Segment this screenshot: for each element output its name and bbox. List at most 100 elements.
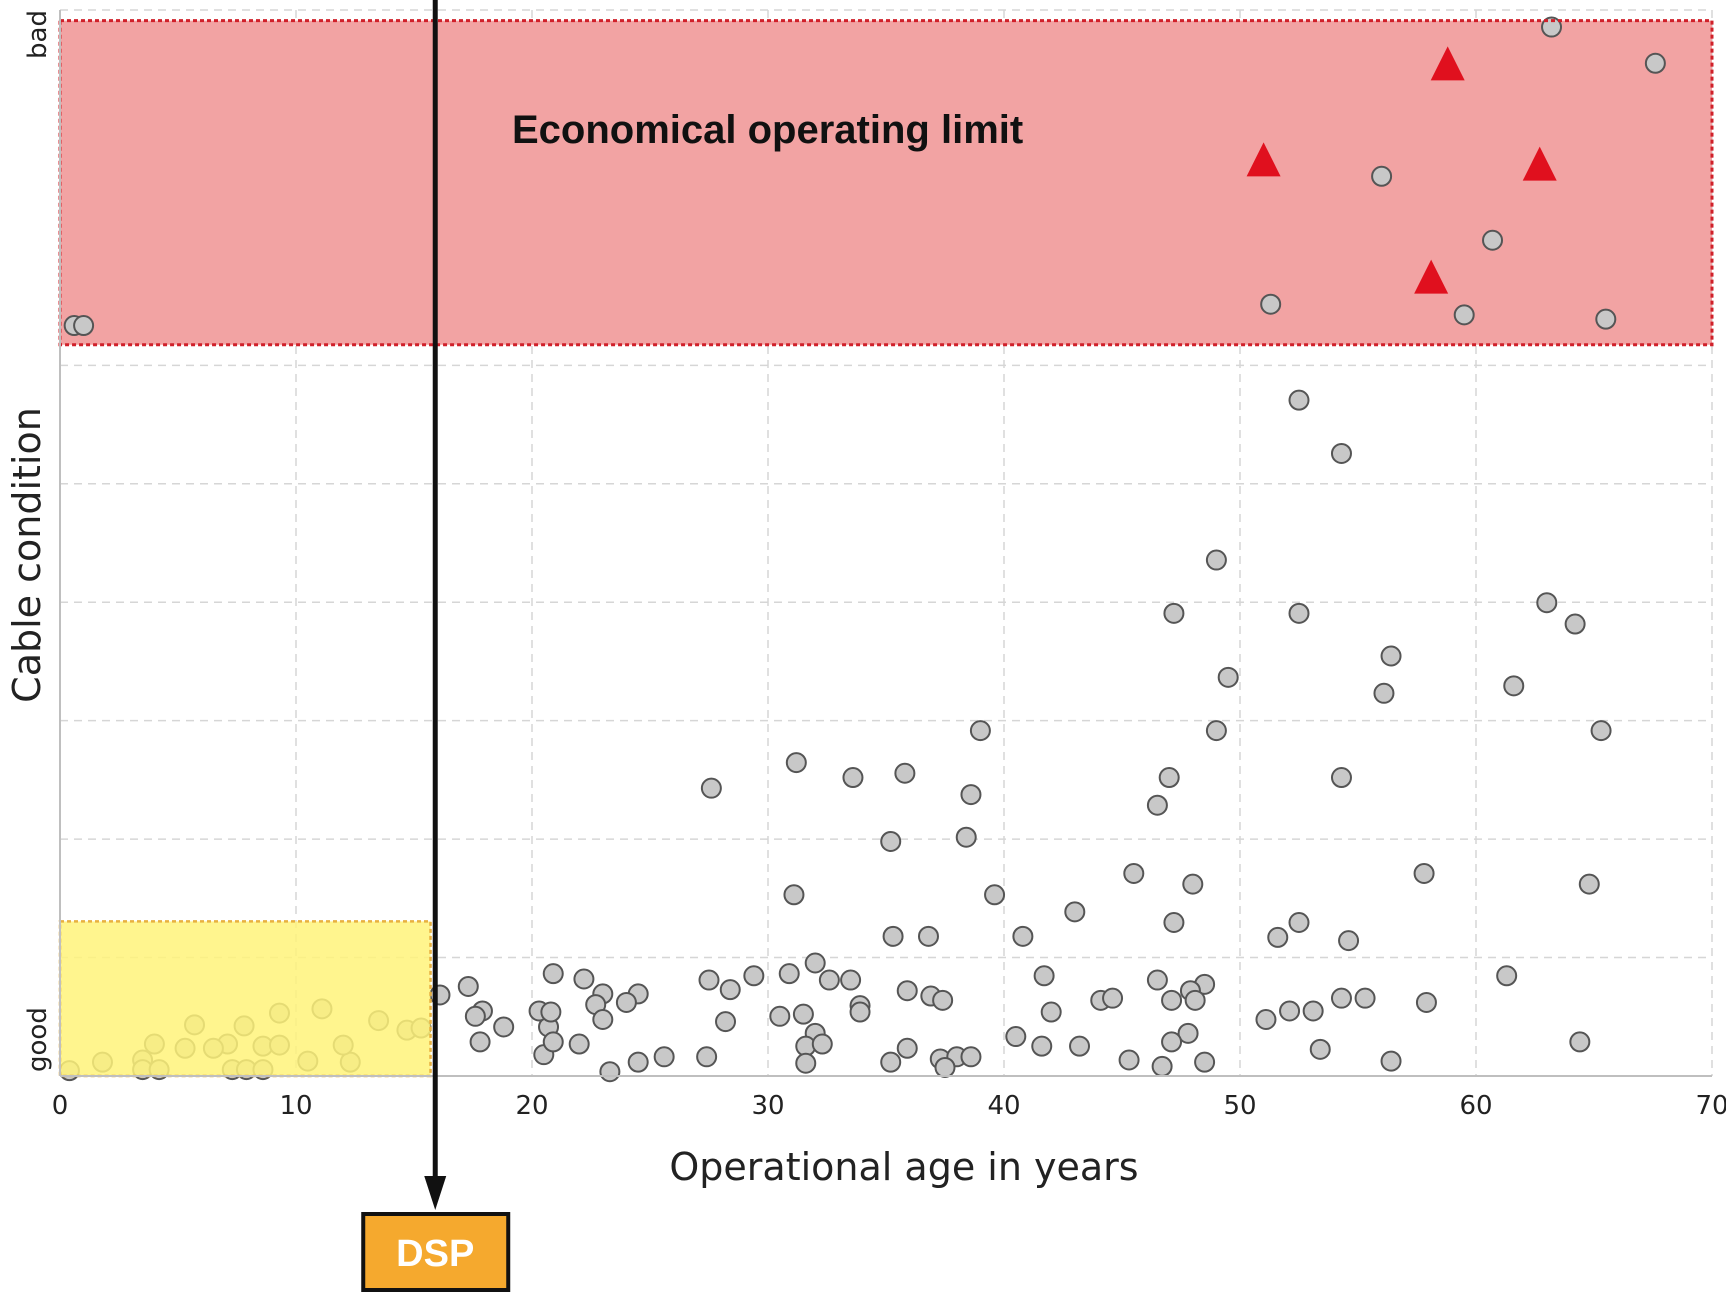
data-point: [592, 1009, 614, 1031]
data-point: [896, 1037, 918, 1059]
x-axis-title: Operational age in years: [669, 1145, 1138, 1189]
data-point: [1031, 1035, 1053, 1057]
data-point: [1288, 602, 1310, 624]
data-point: [1371, 165, 1393, 187]
triangle-marker: [1522, 146, 1557, 181]
data-point: [464, 1005, 486, 1027]
data-point: [1064, 901, 1086, 923]
data-point: [969, 720, 991, 742]
data-point: [542, 1031, 564, 1053]
triangle-marker: [1414, 259, 1449, 294]
data-point: [1161, 989, 1183, 1011]
data-point: [1102, 987, 1124, 1009]
data-point: [1302, 1000, 1324, 1022]
data-point: [698, 969, 720, 991]
data-point: [1380, 1050, 1402, 1072]
data-point: [1255, 1009, 1277, 1031]
data-point: [542, 963, 564, 985]
data-point: [1564, 613, 1586, 635]
data-point: [627, 1051, 649, 1073]
data-point: [1069, 1035, 1091, 1057]
data-point: [818, 969, 840, 991]
data-point: [960, 1046, 982, 1068]
data-point: [1569, 1031, 1591, 1053]
data-point: [1330, 767, 1352, 789]
limit-zone-label: Economical operating limit: [512, 108, 1023, 152]
data-point: [696, 1046, 718, 1068]
data-point: [896, 980, 918, 1002]
data-point: [615, 991, 637, 1013]
data-point: [783, 884, 805, 906]
data-point: [1194, 1051, 1216, 1073]
data-point: [792, 1003, 814, 1025]
data-point: [842, 767, 864, 789]
data-point: [1354, 987, 1376, 1009]
data-point: [1177, 1022, 1199, 1044]
data-point: [743, 965, 765, 987]
data-point: [1373, 682, 1395, 704]
data-point: [1644, 52, 1666, 74]
x-tick-label: 40: [987, 1091, 1020, 1121]
data-point: [932, 989, 954, 1011]
data-point: [1040, 1001, 1062, 1023]
data-point: [1453, 304, 1475, 326]
data-point: [1309, 1038, 1331, 1060]
data-point: [960, 784, 982, 806]
triangle-markers: [1246, 46, 1557, 294]
dsp-arrow-head: [424, 1176, 447, 1210]
data-point: [599, 1061, 621, 1083]
data-point: [715, 1011, 737, 1033]
data-point: [1413, 862, 1435, 884]
data-point: [1260, 293, 1282, 315]
data-point: [769, 1005, 791, 1027]
data-point: [1541, 16, 1563, 38]
data-point: [1330, 442, 1352, 464]
data-point: [849, 1001, 871, 1023]
data-point: [568, 1033, 590, 1055]
data-point: [917, 925, 939, 947]
data-point: [1012, 925, 1034, 947]
dsp-marker: [361, 0, 511, 1292]
data-point: [1163, 911, 1185, 933]
data-point: [1123, 862, 1145, 884]
data-point: [1279, 1000, 1301, 1022]
data-point: [1217, 666, 1239, 688]
data-point: [493, 1016, 515, 1038]
data-point: [1267, 926, 1289, 948]
data-point: [1158, 767, 1180, 789]
data-point: [1503, 675, 1525, 697]
triangle-marker: [1430, 46, 1465, 81]
data-point: [1161, 1031, 1183, 1053]
data-point: [469, 1031, 491, 1053]
data-point: [795, 1052, 817, 1074]
data-point: [785, 752, 807, 774]
data-point: [1338, 930, 1360, 952]
data-point: [1146, 794, 1168, 816]
data-point: [1578, 873, 1600, 895]
data-point: [1590, 720, 1612, 742]
data-point: [955, 826, 977, 848]
data-point: [934, 1056, 956, 1078]
x-tick-label: 30: [751, 1091, 784, 1121]
data-point: [1536, 592, 1558, 614]
data-point: [700, 777, 722, 799]
x-tick-label: 20: [515, 1091, 548, 1121]
y-end-label-good: good: [23, 1007, 53, 1072]
dsp-zone: [58, 920, 432, 1078]
data-point: [1380, 645, 1402, 667]
data-point: [1005, 1026, 1027, 1048]
x-tick-label: 70: [1695, 1091, 1726, 1121]
data-point: [653, 1046, 675, 1068]
data-point: [1118, 1049, 1140, 1071]
data-point: [1146, 969, 1168, 991]
data-point: [811, 1033, 833, 1055]
limit-zone: [60, 20, 1712, 345]
y-axis-title: Cable condition: [5, 407, 49, 703]
data-point: [719, 979, 741, 1001]
data-point: [1163, 602, 1185, 624]
data-point: [1205, 720, 1227, 742]
data-point: [73, 315, 95, 337]
data-point: [880, 1051, 902, 1073]
data-points: [58, 16, 1666, 1083]
